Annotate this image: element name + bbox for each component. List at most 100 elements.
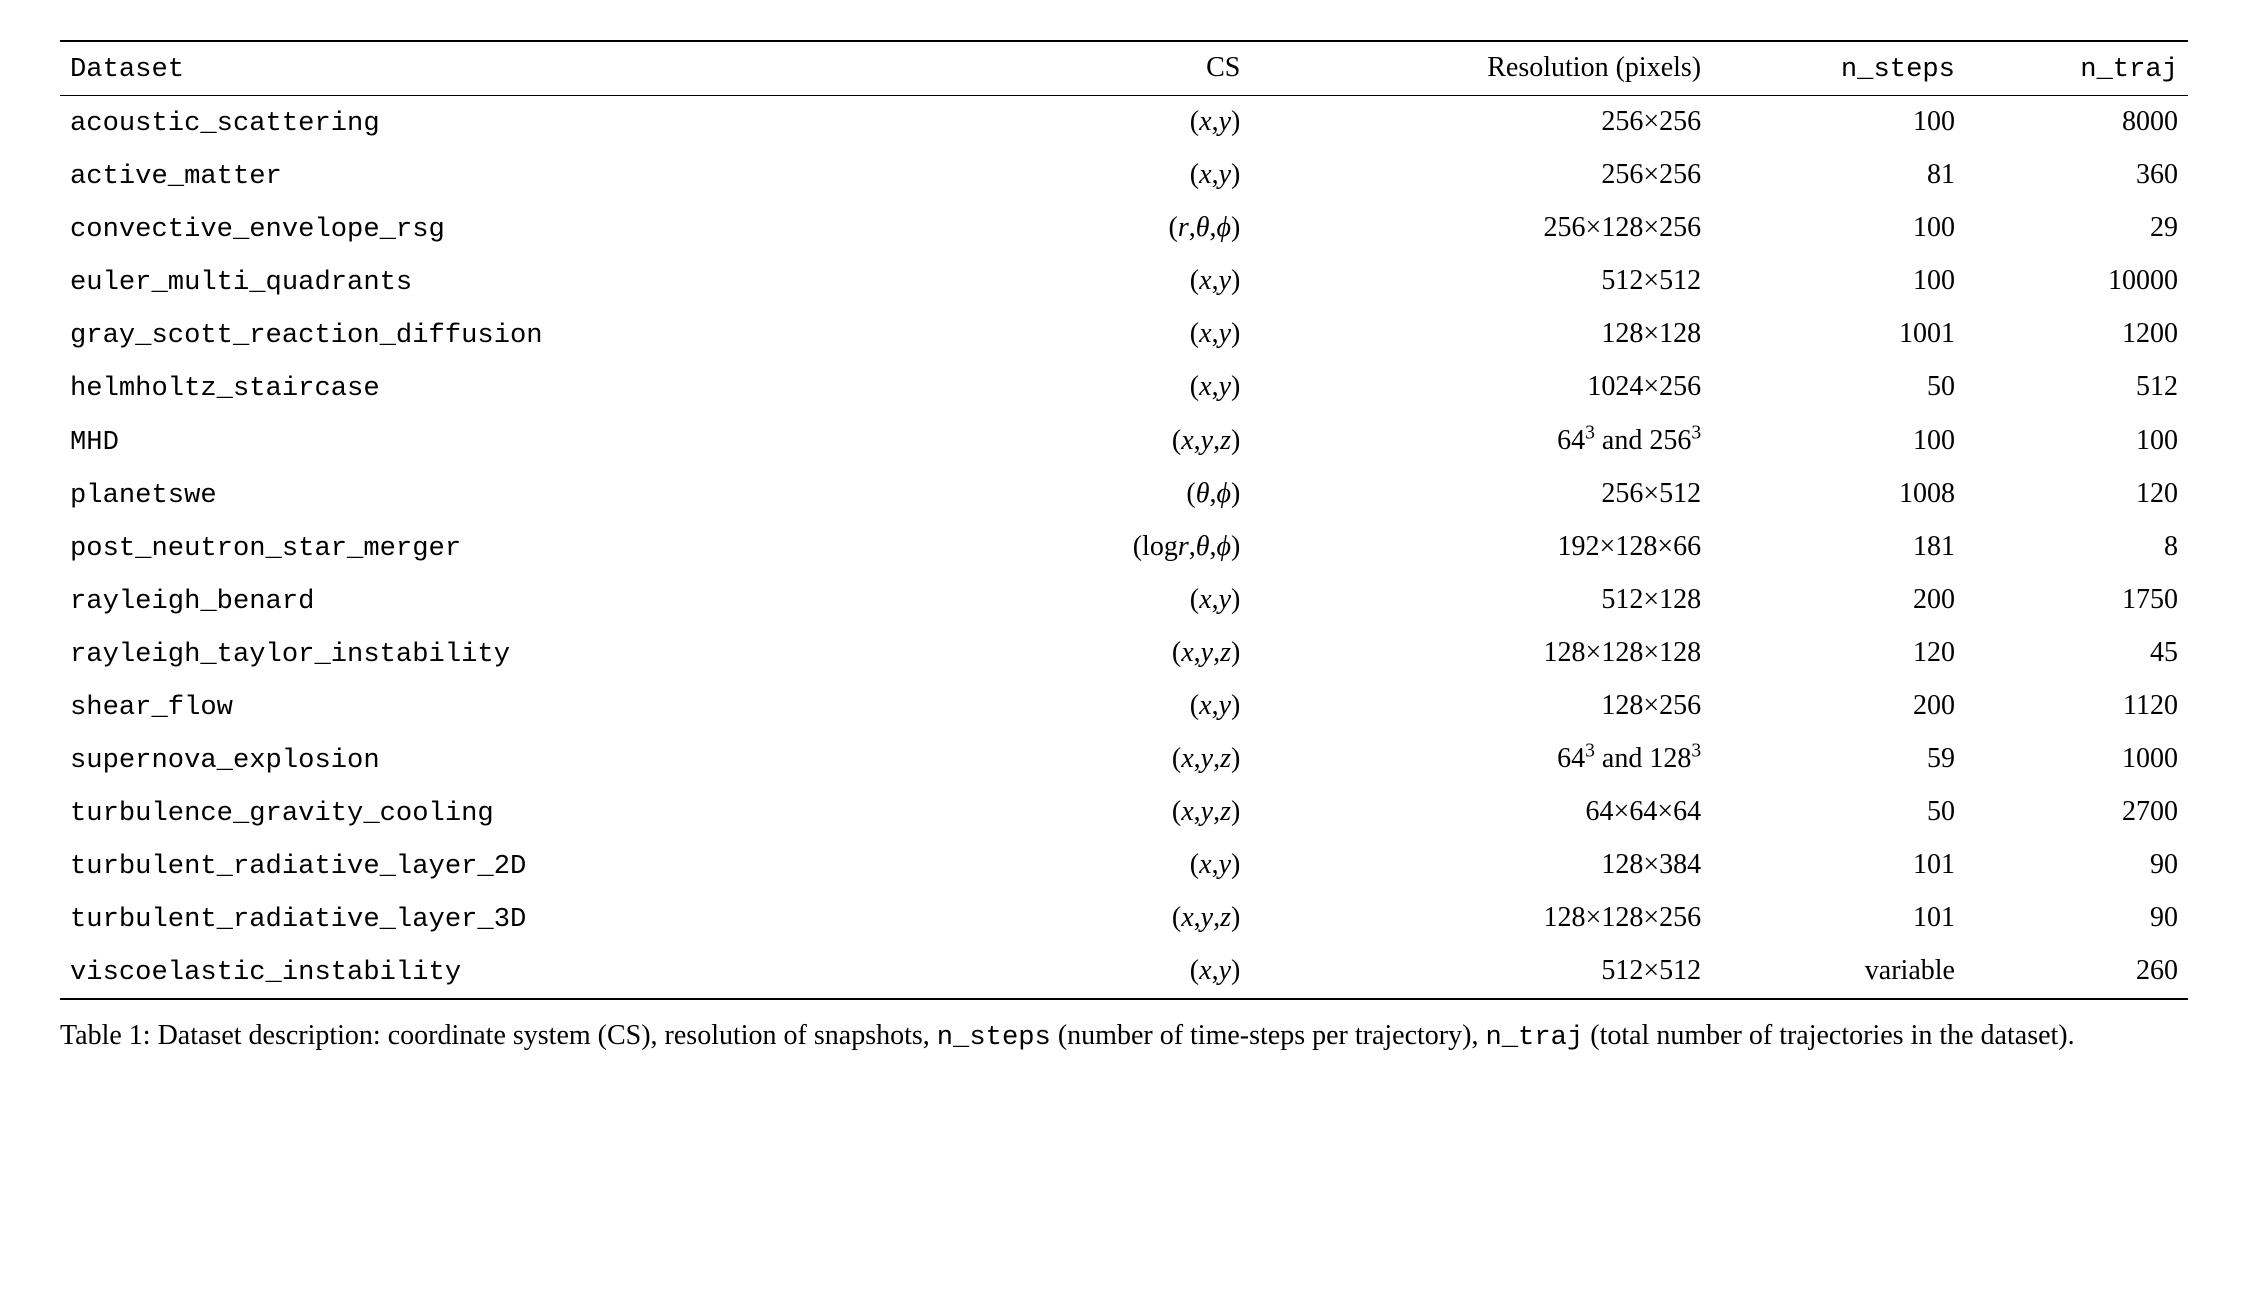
cell-ntraj: 120 <box>1965 468 2188 521</box>
cell-ntraj: 512 <box>1965 361 2188 414</box>
caption-ntraj: n_traj <box>1485 1022 1583 1053</box>
cell-dataset: post_neutron_star_merger <box>60 521 993 574</box>
cell-resolution: 512×512 <box>1268 945 1711 999</box>
cell-ntraj: 10000 <box>1965 255 2188 308</box>
cell-dataset: turbulent_radiative_layer_3D <box>60 892 993 945</box>
cell-nsteps: 50 <box>1711 786 1965 839</box>
cell-dataset: turbulent_radiative_layer_2D <box>60 839 993 892</box>
cell-resolution: 643 and 2563 <box>1268 415 1711 468</box>
cell-cs: (x,y) <box>993 96 1269 150</box>
cell-cs: (x,y) <box>993 361 1269 414</box>
cell-nsteps: 101 <box>1711 839 1965 892</box>
cell-resolution: 256×256 <box>1268 96 1711 150</box>
col-header-dataset: Dataset <box>60 41 993 96</box>
cell-cs: (x,y,z) <box>993 786 1269 839</box>
table-row: gray_scott_reaction_diffusion(x,y)128×12… <box>60 308 2188 361</box>
table-row: convective_envelope_rsg(r,θ,ϕ)256×128×25… <box>60 202 2188 255</box>
col-header-ntraj: n_traj <box>1965 41 2188 96</box>
cell-cs: (r,θ,ϕ) <box>993 202 1269 255</box>
cell-cs: (x,y) <box>993 839 1269 892</box>
table-caption: Table 1: Dataset description: coordinate… <box>60 1016 2188 1057</box>
caption-nsteps: n_steps <box>937 1022 1051 1053</box>
cell-nsteps: 181 <box>1711 521 1965 574</box>
caption-mid2: (number of time-steps per trajectory), <box>1058 1020 1486 1051</box>
table-row: rayleigh_taylor_instability(x,y,z)128×12… <box>60 627 2188 680</box>
dataset-table: Dataset CS Resolution (pixels) n_steps n… <box>60 40 2188 1000</box>
cell-dataset: supernova_explosion <box>60 733 993 786</box>
cell-ntraj: 8000 <box>1965 96 2188 150</box>
table-row: turbulence_gravity_cooling(x,y,z)64×64×6… <box>60 786 2188 839</box>
cell-resolution: 256×512 <box>1268 468 1711 521</box>
cell-ntraj: 260 <box>1965 945 2188 999</box>
cell-nsteps: 81 <box>1711 149 1965 202</box>
table-row: shear_flow(x,y)128×2562001120 <box>60 680 2188 733</box>
cell-dataset: viscoelastic_instability <box>60 945 993 999</box>
cell-resolution: 128×384 <box>1268 839 1711 892</box>
cell-nsteps: 50 <box>1711 361 1965 414</box>
cell-resolution: 128×128 <box>1268 308 1711 361</box>
cell-dataset: rayleigh_benard <box>60 574 993 627</box>
col-header-nsteps: n_steps <box>1711 41 1965 96</box>
cell-dataset: shear_flow <box>60 680 993 733</box>
table-row: euler_multi_quadrants(x,y)512×5121001000… <box>60 255 2188 308</box>
cell-resolution: 128×256 <box>1268 680 1711 733</box>
cell-ntraj: 100 <box>1965 415 2188 468</box>
cell-cs: (x,y) <box>993 680 1269 733</box>
cell-cs: (x,y) <box>993 574 1269 627</box>
cell-resolution: 512×128 <box>1268 574 1711 627</box>
cell-dataset: active_matter <box>60 149 993 202</box>
table-row: viscoelastic_instability(x,y)512×512vari… <box>60 945 2188 999</box>
table-row: post_neutron_star_merger(logr,θ,ϕ)192×12… <box>60 521 2188 574</box>
table-row: turbulent_radiative_layer_2D(x,y)128×384… <box>60 839 2188 892</box>
cell-nsteps: 100 <box>1711 415 1965 468</box>
cell-nsteps: 200 <box>1711 680 1965 733</box>
cell-cs: (x,y) <box>993 945 1269 999</box>
cell-ntraj: 45 <box>1965 627 2188 680</box>
cell-cs: (logr,θ,ϕ) <box>993 521 1269 574</box>
cell-dataset: helmholtz_staircase <box>60 361 993 414</box>
cell-resolution: 192×128×66 <box>1268 521 1711 574</box>
cell-resolution: 643 and 1283 <box>1268 733 1711 786</box>
cell-nsteps: 200 <box>1711 574 1965 627</box>
cell-cs: (x,y,z) <box>993 415 1269 468</box>
cell-nsteps: 101 <box>1711 892 1965 945</box>
cell-ntraj: 2700 <box>1965 786 2188 839</box>
cell-cs: (x,y) <box>993 308 1269 361</box>
cell-dataset: euler_multi_quadrants <box>60 255 993 308</box>
col-header-resolution: Resolution (pixels) <box>1268 41 1711 96</box>
cell-nsteps: 59 <box>1711 733 1965 786</box>
cell-nsteps: 1008 <box>1711 468 1965 521</box>
col-header-cs: CS <box>993 41 1269 96</box>
cell-dataset: gray_scott_reaction_diffusion <box>60 308 993 361</box>
cell-dataset: convective_envelope_rsg <box>60 202 993 255</box>
cell-ntraj: 29 <box>1965 202 2188 255</box>
caption-suffix: (total number of trajectories in the dat… <box>1590 1020 2074 1051</box>
cell-ntraj: 8 <box>1965 521 2188 574</box>
table-row: active_matter(x,y)256×25681360 <box>60 149 2188 202</box>
table-row: supernova_explosion(x,y,z)643 and 128359… <box>60 733 2188 786</box>
cell-dataset: planetswe <box>60 468 993 521</box>
table-header-row: Dataset CS Resolution (pixels) n_steps n… <box>60 41 2188 96</box>
table-row: planetswe(θ,ϕ)256×5121008120 <box>60 468 2188 521</box>
cell-cs: (θ,ϕ) <box>993 468 1269 521</box>
cell-resolution: 256×256 <box>1268 149 1711 202</box>
cell-nsteps: variable <box>1711 945 1965 999</box>
cell-nsteps: 120 <box>1711 627 1965 680</box>
cell-ntraj: 90 <box>1965 839 2188 892</box>
cell-cs: (x,y) <box>993 255 1269 308</box>
cell-dataset: MHD <box>60 415 993 468</box>
cell-ntraj: 360 <box>1965 149 2188 202</box>
cell-ntraj: 1200 <box>1965 308 2188 361</box>
table-row: turbulent_radiative_layer_3D(x,y,z)128×1… <box>60 892 2188 945</box>
cell-resolution: 256×128×256 <box>1268 202 1711 255</box>
table-row: helmholtz_staircase(x,y)1024×25650512 <box>60 361 2188 414</box>
cell-resolution: 64×64×64 <box>1268 786 1711 839</box>
table-body: acoustic_scattering(x,y)256×2561008000ac… <box>60 96 2188 1000</box>
table-row: acoustic_scattering(x,y)256×2561008000 <box>60 96 2188 150</box>
cell-resolution: 128×128×128 <box>1268 627 1711 680</box>
cell-dataset: rayleigh_taylor_instability <box>60 627 993 680</box>
cell-nsteps: 100 <box>1711 202 1965 255</box>
cell-cs: (x,y,z) <box>993 733 1269 786</box>
table-row: rayleigh_benard(x,y)512×1282001750 <box>60 574 2188 627</box>
cell-resolution: 1024×256 <box>1268 361 1711 414</box>
